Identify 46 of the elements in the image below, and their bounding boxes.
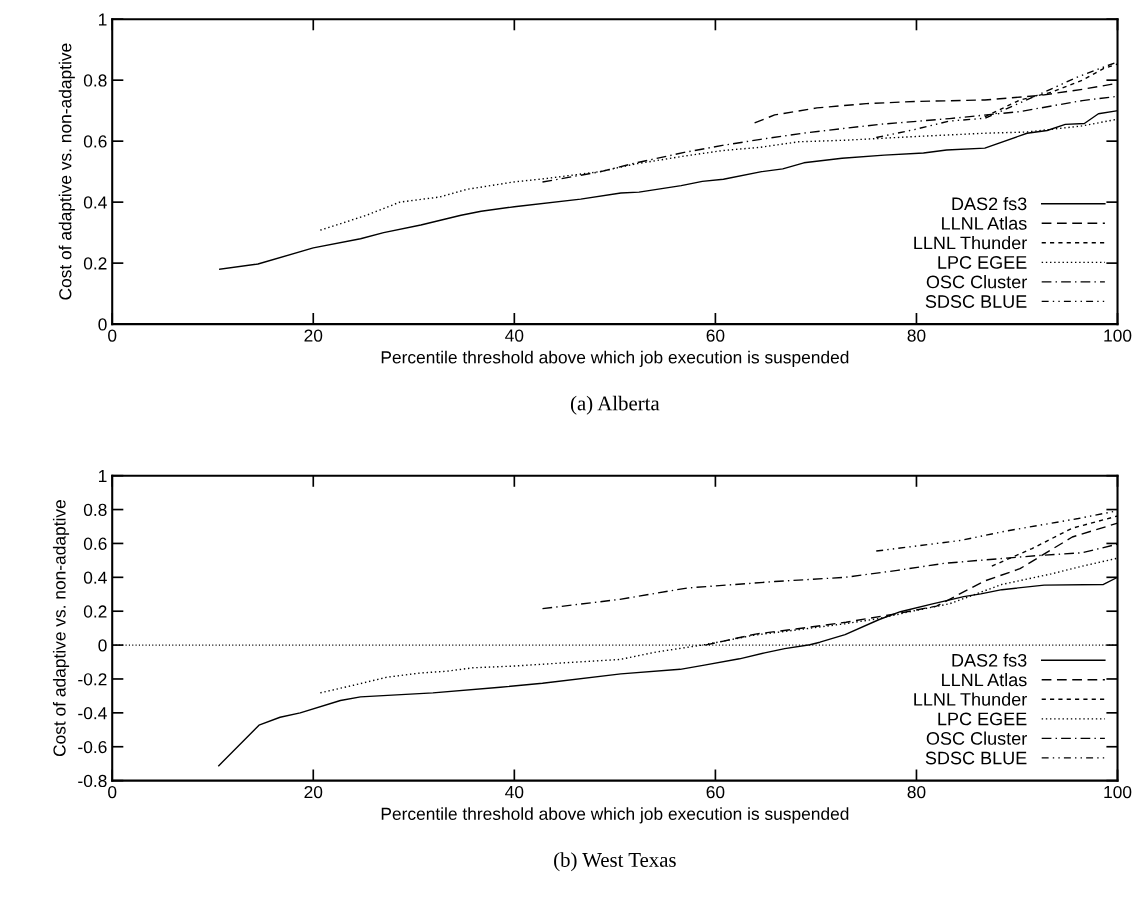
legend-label: LLNL Thunder: [914, 692, 1027, 706]
y-tick-label: -0.2: [78, 673, 107, 686]
text: (b) West Texas: [554, 852, 676, 872]
legend-label: OSC Cluster: [926, 275, 1027, 289]
x-tick-label: 80: [907, 329, 926, 342]
y-tick-label: 0.6: [83, 135, 107, 148]
y-tick-label: -0.8: [78, 774, 107, 788]
y-tick-label: 0.4: [83, 196, 107, 209]
x-tick-label: 0: [108, 329, 117, 342]
legend-label: LPC EGEE: [938, 712, 1027, 726]
y-tick-label: 0: [98, 639, 107, 652]
y-tick-label: 1: [99, 470, 107, 482]
y-tick-label: 0.2: [83, 605, 107, 618]
legend-label: LPC EGEE: [938, 256, 1027, 269]
y-tick-label: 0.8: [83, 503, 107, 517]
x-axis-title: Percentile threshold above which job execution is suspended: [381, 350, 849, 367]
x-tick-label: 20: [304, 329, 323, 342]
y-tick-label: -0.6: [78, 740, 107, 754]
x-tick-label: 100: [1104, 329, 1132, 342]
x-tick-label: 40: [505, 785, 524, 799]
x-axis-title: Percentile threshold above which job execution is suspended: [381, 807, 849, 824]
text: (a) Alberta: [570, 395, 660, 415]
x-tick-label: 20: [304, 785, 323, 799]
x-tick-label: 60: [706, 329, 725, 342]
x-tick-label: 0: [108, 785, 117, 799]
legend-label: SDSC BLUE: [925, 295, 1027, 308]
legend-label: LLNL Atlas: [942, 672, 1027, 687]
y-tick-label: -0.4: [78, 707, 107, 720]
x-tick-label: 80: [907, 785, 926, 799]
y-tick-label: 0.6: [83, 537, 107, 550]
x-tick-label: 60: [706, 785, 725, 799]
legend-label: LLNL Thunder: [914, 236, 1027, 250]
y-tick-label: 0.2: [83, 257, 107, 270]
legend-label: DAS2 fs3: [952, 653, 1027, 667]
y-tick-label: 1: [99, 13, 107, 26]
y-tick-label: 0.4: [83, 571, 107, 584]
legend-label: OSC Cluster: [926, 731, 1027, 745]
legend-label: DAS2 fs3: [952, 196, 1027, 211]
legend-label: LLNL Atlas: [942, 216, 1027, 230]
y-tick-label: 0.8: [83, 74, 107, 87]
y-axis-title: Cost of adaptive vs. non-adaptive: [52, 500, 70, 757]
x-tick-label: 100: [1104, 785, 1132, 799]
y-tick-label: 0: [98, 318, 107, 331]
legend-label: SDSC BLUE: [925, 751, 1027, 765]
x-tick-label: 40: [505, 329, 524, 342]
y-axis-title: Cost of adaptive vs. non-adaptive: [58, 43, 75, 300]
